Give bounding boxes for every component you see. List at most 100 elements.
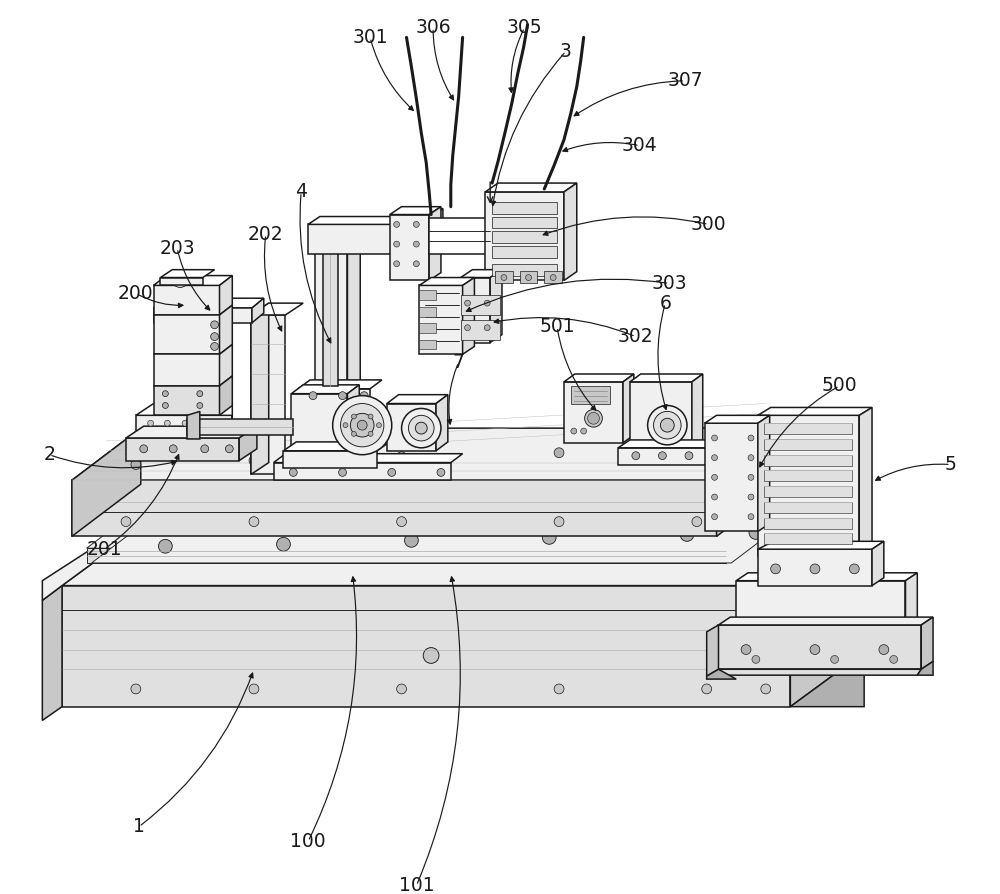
Polygon shape bbox=[397, 208, 443, 216]
Polygon shape bbox=[859, 408, 872, 556]
Text: 5: 5 bbox=[945, 455, 957, 474]
Polygon shape bbox=[419, 340, 436, 350]
Circle shape bbox=[849, 564, 859, 574]
Polygon shape bbox=[87, 548, 726, 563]
Circle shape bbox=[581, 428, 587, 434]
Circle shape bbox=[131, 684, 141, 694]
Polygon shape bbox=[461, 270, 502, 277]
Circle shape bbox=[748, 475, 754, 480]
Text: 101: 101 bbox=[399, 876, 434, 894]
Circle shape bbox=[465, 300, 470, 306]
Circle shape bbox=[415, 422, 427, 434]
Circle shape bbox=[201, 445, 209, 452]
Polygon shape bbox=[62, 586, 790, 706]
Polygon shape bbox=[764, 423, 852, 434]
Polygon shape bbox=[692, 374, 703, 452]
Circle shape bbox=[131, 460, 141, 469]
Circle shape bbox=[394, 241, 400, 247]
Polygon shape bbox=[220, 344, 232, 386]
Circle shape bbox=[692, 517, 702, 527]
Polygon shape bbox=[564, 183, 577, 281]
Polygon shape bbox=[520, 271, 537, 283]
Circle shape bbox=[148, 420, 154, 426]
Text: 300: 300 bbox=[691, 215, 726, 234]
Polygon shape bbox=[419, 277, 474, 285]
Polygon shape bbox=[397, 216, 431, 254]
Polygon shape bbox=[136, 416, 232, 438]
Circle shape bbox=[169, 445, 177, 452]
Polygon shape bbox=[764, 439, 852, 450]
Circle shape bbox=[211, 333, 219, 341]
Circle shape bbox=[162, 391, 168, 397]
Polygon shape bbox=[436, 394, 448, 451]
Circle shape bbox=[158, 539, 172, 553]
Polygon shape bbox=[187, 411, 200, 439]
Polygon shape bbox=[291, 384, 359, 393]
Polygon shape bbox=[736, 573, 917, 581]
Text: 7: 7 bbox=[453, 353, 465, 372]
Polygon shape bbox=[298, 389, 370, 406]
Circle shape bbox=[397, 451, 407, 461]
Circle shape bbox=[164, 420, 170, 426]
Polygon shape bbox=[492, 202, 557, 214]
Polygon shape bbox=[758, 416, 859, 556]
Circle shape bbox=[748, 455, 754, 460]
Circle shape bbox=[171, 270, 189, 287]
Circle shape bbox=[879, 645, 889, 654]
Circle shape bbox=[712, 494, 718, 500]
Circle shape bbox=[437, 468, 445, 477]
Circle shape bbox=[648, 406, 687, 445]
Polygon shape bbox=[251, 303, 269, 475]
Circle shape bbox=[249, 517, 259, 527]
Polygon shape bbox=[220, 305, 232, 354]
Polygon shape bbox=[72, 428, 785, 480]
Polygon shape bbox=[461, 295, 500, 315]
Circle shape bbox=[484, 325, 490, 331]
Polygon shape bbox=[315, 227, 360, 236]
Circle shape bbox=[405, 534, 418, 547]
Circle shape bbox=[712, 475, 718, 480]
Text: 4: 4 bbox=[295, 182, 307, 201]
Polygon shape bbox=[564, 374, 634, 382]
Polygon shape bbox=[136, 403, 232, 416]
Polygon shape bbox=[872, 541, 884, 586]
Circle shape bbox=[397, 684, 407, 694]
Polygon shape bbox=[387, 394, 448, 403]
Circle shape bbox=[357, 420, 367, 430]
Polygon shape bbox=[419, 307, 436, 316]
Circle shape bbox=[741, 645, 751, 654]
Polygon shape bbox=[764, 534, 852, 544]
Polygon shape bbox=[764, 502, 852, 513]
Polygon shape bbox=[717, 428, 785, 536]
Polygon shape bbox=[705, 423, 758, 531]
Polygon shape bbox=[764, 455, 852, 466]
Text: 304: 304 bbox=[622, 136, 658, 156]
Text: 305: 305 bbox=[507, 18, 542, 37]
Polygon shape bbox=[726, 496, 795, 563]
Polygon shape bbox=[492, 232, 557, 243]
Text: 307: 307 bbox=[667, 72, 703, 90]
Polygon shape bbox=[283, 451, 377, 468]
Polygon shape bbox=[618, 440, 720, 448]
Polygon shape bbox=[490, 270, 502, 342]
Polygon shape bbox=[492, 264, 557, 275]
Polygon shape bbox=[308, 216, 418, 224]
Polygon shape bbox=[544, 271, 562, 283]
Circle shape bbox=[368, 432, 373, 436]
Circle shape bbox=[413, 222, 419, 227]
Text: 200: 200 bbox=[118, 283, 154, 303]
Circle shape bbox=[211, 342, 219, 350]
Circle shape bbox=[249, 456, 259, 466]
Polygon shape bbox=[718, 625, 921, 670]
Circle shape bbox=[182, 420, 188, 426]
Polygon shape bbox=[905, 573, 917, 630]
Polygon shape bbox=[92, 510, 800, 563]
Circle shape bbox=[550, 274, 556, 281]
Circle shape bbox=[632, 451, 640, 460]
Text: 202: 202 bbox=[248, 224, 284, 244]
Circle shape bbox=[175, 274, 185, 283]
Polygon shape bbox=[160, 277, 203, 285]
Circle shape bbox=[217, 420, 222, 426]
Polygon shape bbox=[274, 462, 451, 480]
Polygon shape bbox=[630, 374, 703, 382]
